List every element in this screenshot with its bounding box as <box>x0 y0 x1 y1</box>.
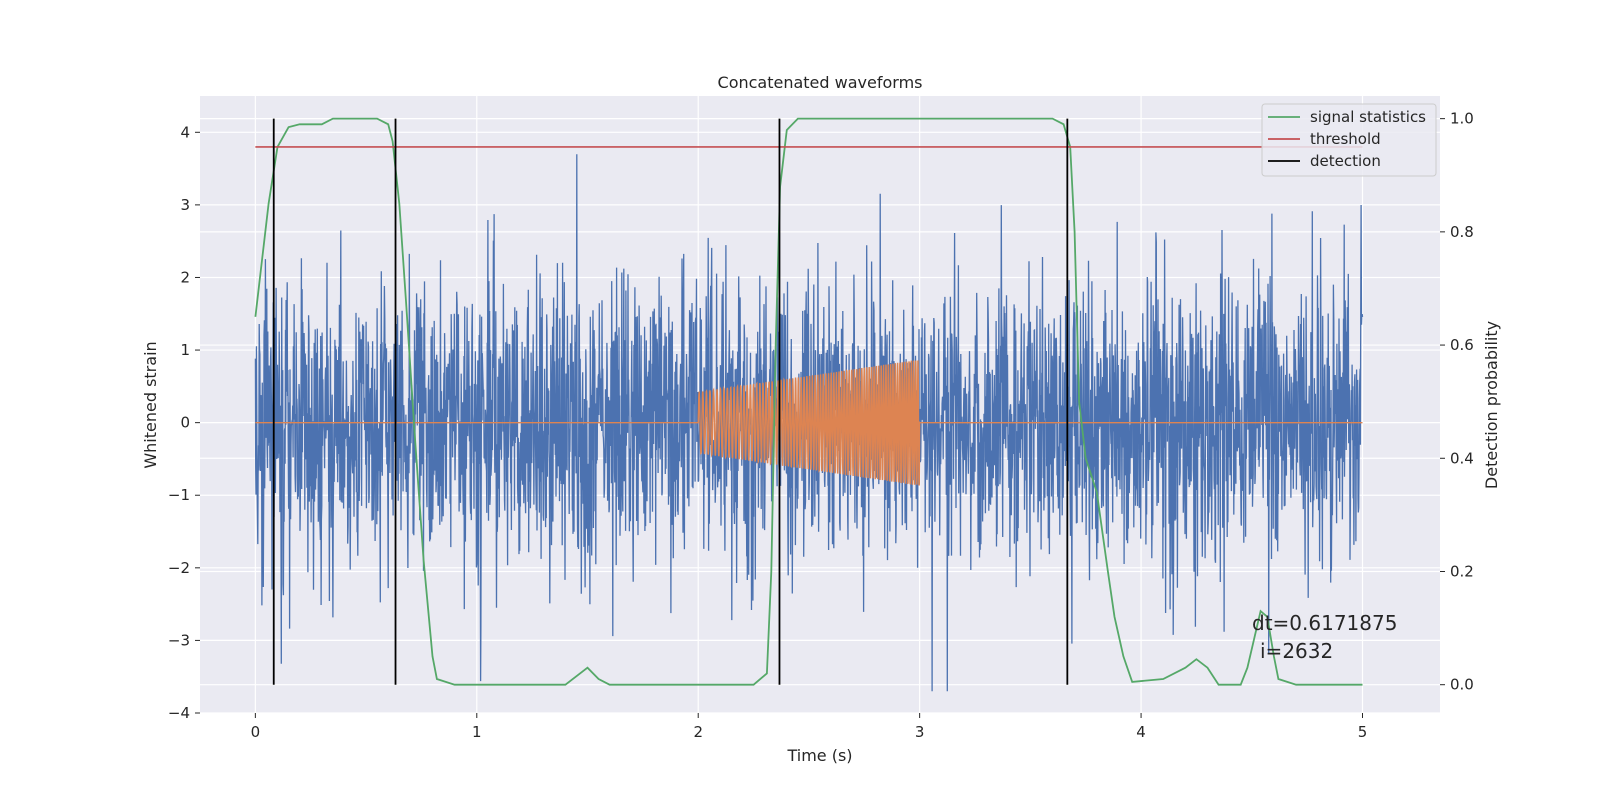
x-tick-label: 4 <box>1136 723 1146 741</box>
x-tick-label: 5 <box>1358 723 1368 741</box>
y-tick-label: 3 <box>180 196 190 214</box>
y-axis-ticks: −4 −3 −2 −1 0 1 2 3 4 <box>168 123 200 722</box>
legend: signal statistics threshold detection <box>1261 103 1437 177</box>
x-tick-label: 1 <box>472 723 482 741</box>
y-tick-label: 4 <box>180 123 190 141</box>
y2-tick-label: 0.8 <box>1450 223 1474 241</box>
legend-label-signal-statistics: signal statistics <box>1310 108 1426 126</box>
detection-lines <box>272 118 1069 685</box>
x-tick-label: 0 <box>251 723 261 741</box>
annotation-dt: dt=0.6171875 <box>1252 611 1397 635</box>
strain-series-line <box>254 154 1364 692</box>
y-tick-label: 2 <box>180 268 190 286</box>
injection-series-line <box>255 360 1363 486</box>
y2-tick-label: 0.4 <box>1450 449 1474 467</box>
y-tick-label: −1 <box>168 486 190 504</box>
legend-box <box>1261 103 1437 177</box>
annotation: dt=0.6171875 i=2632 <box>1252 611 1397 663</box>
y2-axis-label: Detection probability <box>1482 321 1501 489</box>
y-tick-label: −4 <box>168 704 190 722</box>
y2-axis-ticks: 0.0 0.2 0.4 0.6 0.8 1.0 <box>1440 110 1474 694</box>
signal-statistics-line <box>254 117 1363 686</box>
y2-tick-label: 0.2 <box>1450 562 1474 580</box>
y-tick-label: 1 <box>180 341 190 359</box>
x-tick-label: 3 <box>915 723 925 741</box>
annotation-index: i=2632 <box>1260 639 1333 663</box>
y2-tick-label: 0.6 <box>1450 336 1474 354</box>
x-axis-ticks: 0 1 2 3 4 5 <box>251 713 1368 741</box>
y2-tick-label: 0.0 <box>1450 676 1474 694</box>
y-tick-label: 0 <box>180 414 190 432</box>
y-tick-label: −3 <box>168 631 190 649</box>
y-axis-label: Whitened strain <box>141 341 160 468</box>
y2-tick-label: 1.0 <box>1450 110 1474 128</box>
x-tick-label: 2 <box>693 723 703 741</box>
legend-label-threshold: threshold <box>1310 130 1381 148</box>
plot-area <box>254 117 1364 692</box>
x-axis-label: Time (s) <box>786 746 852 765</box>
chart-title: Concatenated waveforms <box>718 73 923 92</box>
y-tick-label: −2 <box>168 559 190 577</box>
legend-label-detection: detection <box>1310 152 1381 170</box>
